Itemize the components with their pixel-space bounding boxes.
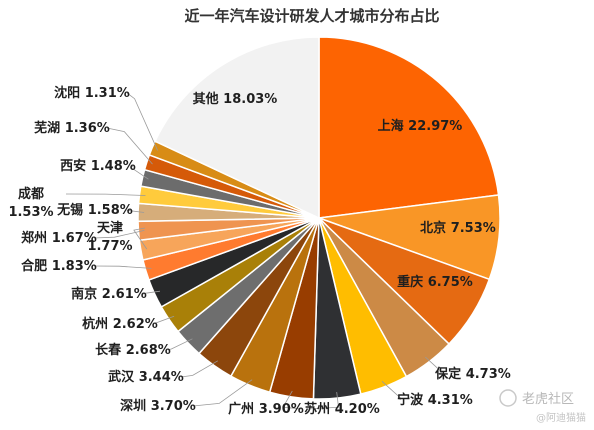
leader-line-6: [306, 392, 339, 410]
slice-label-18: 西安 1.48%: [60, 158, 136, 174]
slice-label-8: 深圳 3.70%: [120, 398, 196, 414]
leader-line-13: [93, 265, 152, 269]
watermark: 老虎社区 @阿迪猫猫: [499, 389, 586, 424]
watermark-brand: 老虎社区: [522, 391, 574, 407]
leader-line-11: [154, 315, 175, 325]
slice-label-9: 武汉 3.44%: [108, 369, 184, 385]
slice-label-6: 苏州 4.20%: [304, 401, 380, 417]
watermark-sub: @阿迪猫猫: [536, 411, 586, 424]
slice-label-12: 南京 2.61%: [71, 286, 147, 302]
slice-label-14: 天津 1.77%: [87, 220, 132, 254]
slice-label-10: 长春 2.68%: [95, 342, 171, 358]
leader-line-19: [106, 127, 153, 165]
slice-label-17: 成都 1.53%: [8, 186, 53, 220]
slice-label-16: 无锡 1.58%: [56, 202, 133, 218]
leader-line-10: [167, 338, 193, 351]
leader-line-20: [126, 92, 158, 151]
slice-labels: 上海 22.97% 北京 7.53% 重庆 6.75% 保定 4.73% 宁波 4.31…: [8, 85, 510, 417]
slice-label-4: 保定 4.73%: [434, 366, 511, 382]
slice-label-3: 重庆 6.75%: [397, 274, 473, 290]
slice-label-20: 沈阳 1.31%: [54, 85, 130, 101]
slice-label-11: 杭州 2.62%: [82, 316, 158, 332]
chart-title: 近一年汽车设计研发人才城市分布占比: [184, 7, 439, 25]
slice-label-19: 芜湖 1.36%: [34, 120, 110, 136]
leader-line-9: [180, 360, 219, 378]
leader-line-12: [142, 290, 161, 295]
leader-line-14: [133, 227, 148, 250]
slice-label-7: 广州 3.90%: [228, 401, 304, 417]
slice-label-1: 上海 22.97%: [378, 118, 463, 134]
leader-line-5: [381, 381, 402, 401]
leader-line-8: [192, 379, 253, 407]
slice-label-15: 郑州 1.67%: [21, 230, 97, 246]
pie-slices: [137, 36, 501, 400]
slice-label-2: 北京 7.53%: [420, 220, 496, 236]
slice-label-21: 其他 18.03%: [193, 91, 278, 107]
pie-slice-21: [154, 36, 320, 220]
leader-line-7: [282, 390, 302, 410]
leader-line-17: [65, 193, 146, 196]
leader-lines: [65, 92, 443, 410]
slice-label-13: 合肥 1.83%: [21, 258, 97, 274]
pie-slice-1: [318, 36, 500, 219]
leader-line-4: [425, 356, 443, 375]
watermark-logo-icon: [499, 389, 517, 407]
leader-line-16: [126, 209, 145, 213]
leader-line-18: [129, 165, 149, 180]
slice-label-5: 宁波 4.31%: [397, 392, 473, 408]
leader-line-15: [93, 230, 145, 239]
